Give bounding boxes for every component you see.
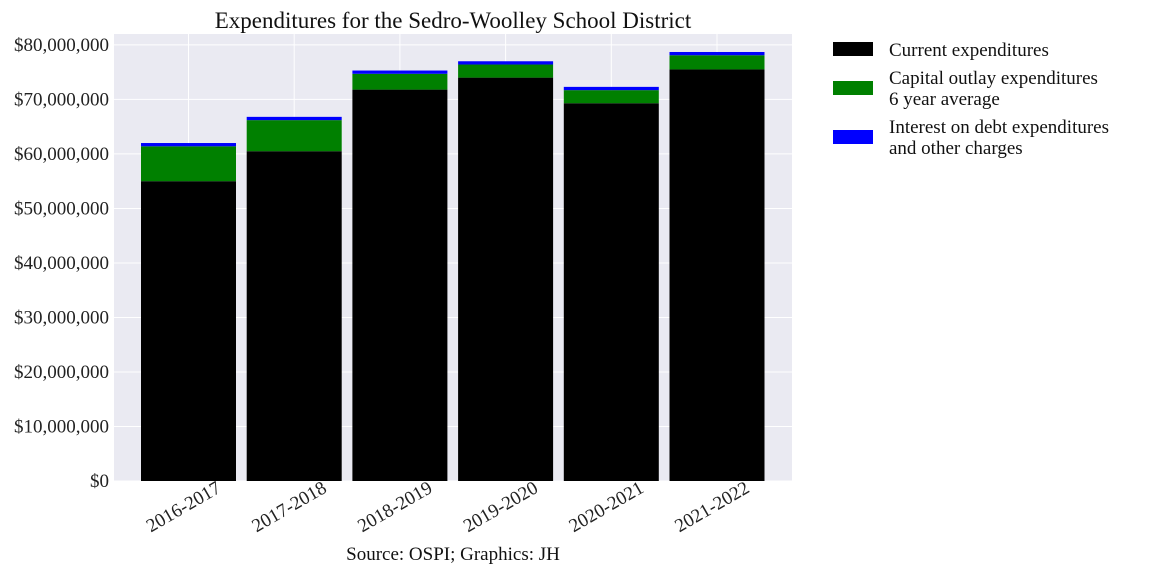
- chart-title: Expenditures for the Sedro-Woolley Schoo…: [215, 8, 692, 33]
- legend-swatch: [833, 130, 873, 144]
- bar-segment: [352, 73, 448, 90]
- bar-segment: [352, 89, 448, 481]
- bar-segment: [246, 151, 342, 481]
- bars: [141, 51, 765, 482]
- x-tick-label: 2020-2021: [566, 478, 648, 537]
- y-tick-label: $0: [90, 471, 109, 492]
- bar-segment: [458, 77, 554, 482]
- x-axis-ticks: 2016-2017 2017-2018 2018-2019 2019-2020 2020…: [143, 478, 753, 537]
- y-tick-label: $70,000,000: [14, 89, 109, 110]
- legend-swatch: [833, 42, 873, 56]
- x-tick-label: 2018-2019: [354, 478, 436, 537]
- legend-label: Current expenditures: [889, 40, 1049, 61]
- bar-segment: [352, 70, 448, 74]
- chart-source: Source: OSPI; Graphics: JH: [346, 544, 560, 565]
- y-tick-label: $40,000,000: [14, 253, 109, 274]
- x-tick-label: 2017-2018: [249, 478, 331, 537]
- legend-swatch: [833, 81, 873, 95]
- bar-segment: [563, 86, 659, 91]
- legend-label: Interest on debt expenditures and other c…: [889, 117, 1109, 159]
- y-tick-label: $30,000,000: [14, 307, 109, 328]
- x-tick-label: 2021-2022: [671, 478, 753, 537]
- bar-segment: [563, 90, 659, 104]
- bar-segment: [669, 69, 765, 482]
- bar-segment: [246, 116, 342, 121]
- y-tick-label: $60,000,000: [14, 144, 109, 165]
- bar-segment: [669, 51, 765, 56]
- y-tick-label: $80,000,000: [14, 35, 109, 56]
- y-axis-ticks: $0 $10,000,000 $20,000,000 $30,000,000 $40,0…: [14, 35, 109, 492]
- y-tick-label: $20,000,000: [14, 362, 109, 383]
- bar-segment: [563, 103, 659, 482]
- bar-segment: [141, 181, 236, 481]
- x-tick-label: 2016-2017: [143, 478, 225, 537]
- x-tick-label: 2019-2020: [460, 478, 542, 537]
- bar-segment: [458, 64, 554, 78]
- bar-segment: [141, 146, 236, 182]
- bar-segment: [141, 143, 236, 147]
- bar-segment: [458, 61, 554, 65]
- legend-label: Capital outlay expenditures 6 year averag…: [889, 68, 1098, 110]
- legend: Current expenditures Capital outlay expen…: [833, 40, 1109, 159]
- bar-segment: [246, 120, 342, 152]
- bar-segment: [669, 55, 765, 70]
- y-tick-label: $50,000,000: [14, 198, 109, 219]
- y-tick-label: $10,000,000: [14, 416, 109, 437]
